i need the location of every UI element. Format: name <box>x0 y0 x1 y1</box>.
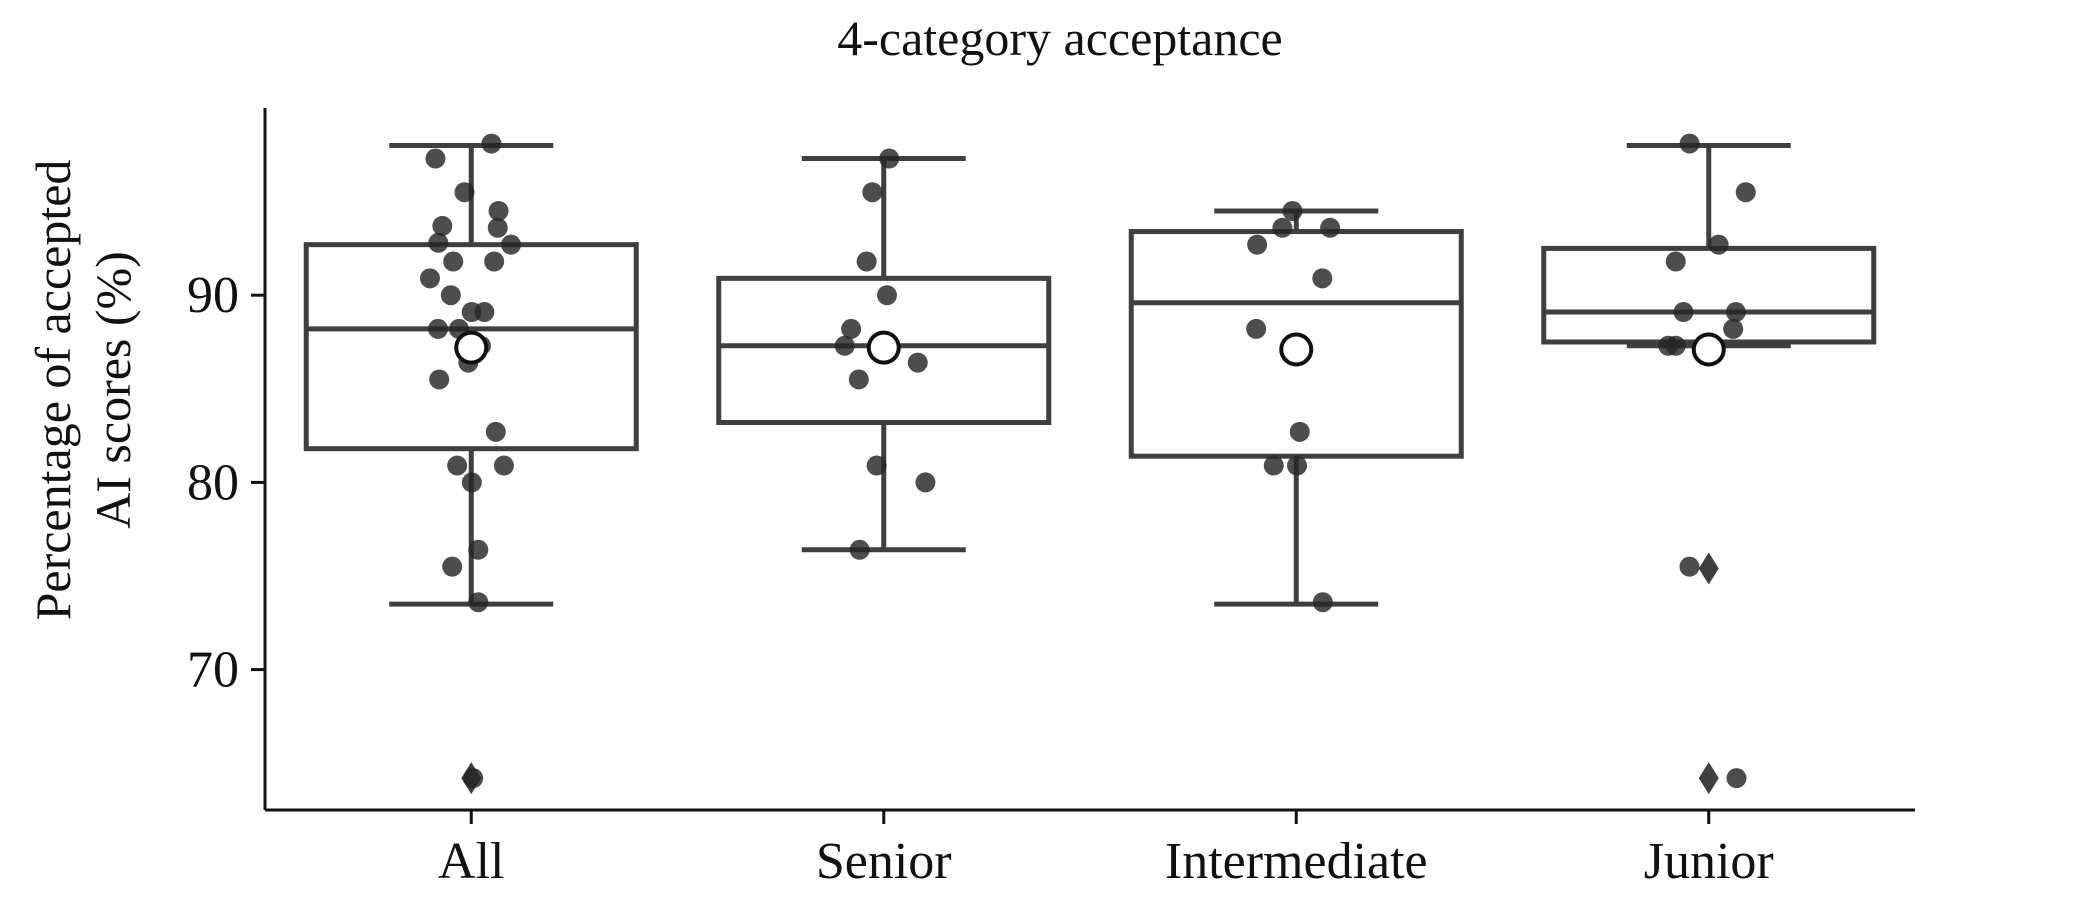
x-tick-label: Senior <box>816 833 952 890</box>
data-point <box>915 472 936 493</box>
data-point <box>443 251 464 272</box>
data-point <box>463 768 484 789</box>
outlier-marker <box>1698 762 1719 795</box>
data-point <box>461 302 482 323</box>
data-point <box>1287 455 1308 476</box>
data-point <box>487 217 508 238</box>
data-point <box>454 182 475 203</box>
y-axis-label-line-2: AI scores (%) <box>85 251 141 529</box>
data-point <box>1673 302 1694 323</box>
data-point <box>484 251 505 272</box>
data-point <box>481 133 502 154</box>
mean-marker <box>866 330 901 365</box>
data-point <box>1272 217 1293 238</box>
data-point <box>1247 234 1268 255</box>
data-point <box>862 182 883 203</box>
data-point <box>461 472 482 493</box>
data-point <box>1708 234 1729 255</box>
data-point <box>1679 556 1700 577</box>
box-junior <box>1541 133 1877 795</box>
y-tick-label: 70 <box>187 642 239 699</box>
y-tick-label: 80 <box>187 454 239 511</box>
data-point <box>1726 768 1747 789</box>
box-iqr <box>716 275 1052 425</box>
data-point <box>442 556 463 577</box>
box-intermediate <box>1128 200 1464 613</box>
box-iqr <box>303 242 639 452</box>
data-point <box>468 592 489 613</box>
mean-marker <box>454 330 489 365</box>
data-point <box>1263 455 1284 476</box>
x-ticks: All Senior Intermediate Junior <box>438 810 1774 890</box>
data-point <box>841 318 862 339</box>
data-point <box>428 318 449 339</box>
data-point <box>1282 200 1303 221</box>
box-all <box>303 133 639 795</box>
data-point <box>1312 268 1333 289</box>
data-point <box>468 539 489 560</box>
box-senior <box>716 148 1052 560</box>
data-point <box>488 200 509 221</box>
data-point <box>440 285 461 306</box>
y-axis-label: Percentage of accepted AI scores (%) <box>25 160 141 621</box>
data-point <box>429 369 450 390</box>
data-point <box>879 148 900 169</box>
data-point <box>485 421 506 442</box>
data-point <box>1725 302 1746 323</box>
data-point <box>1312 592 1333 613</box>
chart-title: 4-category acceptance <box>837 10 1283 66</box>
data-point <box>1735 182 1756 203</box>
data-point <box>428 232 449 253</box>
data-point <box>856 251 877 272</box>
y-tick-label: 90 <box>187 267 239 324</box>
data-point <box>425 148 446 169</box>
data-point <box>1320 217 1341 238</box>
data-point <box>907 352 928 373</box>
data-point <box>493 455 514 476</box>
data-point <box>848 369 869 390</box>
outlier-marker <box>1698 552 1719 585</box>
x-tick-label: Intermediate <box>1165 833 1428 890</box>
data-point <box>419 268 440 289</box>
x-tick-label: Junior <box>1644 833 1774 890</box>
data-point <box>1665 251 1686 272</box>
data-point <box>447 455 468 476</box>
data-point <box>1723 318 1744 339</box>
data-point <box>1665 335 1686 356</box>
mean-marker <box>1691 332 1726 367</box>
data-point <box>866 455 887 476</box>
data-point <box>432 215 453 236</box>
data-point <box>1289 421 1310 442</box>
data-point <box>876 285 897 306</box>
mean-marker <box>1279 332 1314 367</box>
box-iqr <box>1541 245 1877 345</box>
data-point <box>1246 318 1267 339</box>
data-point <box>1679 133 1700 154</box>
x-tick-label: All <box>438 833 504 890</box>
data-point <box>834 335 855 356</box>
y-ticks: 70 80 90 <box>187 267 265 699</box>
box-group <box>303 133 1877 795</box>
data-point <box>501 234 522 255</box>
y-axis-label-line-1: Percentage of accepted <box>25 160 81 621</box>
data-point <box>849 539 870 560</box>
